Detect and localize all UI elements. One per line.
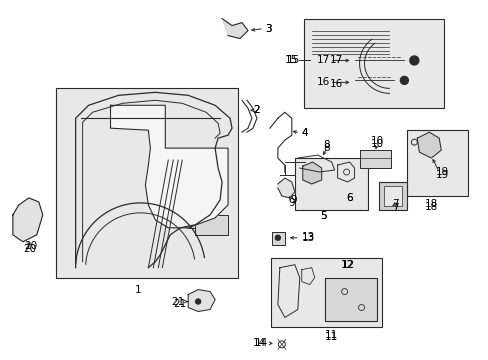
Text: 8: 8 <box>323 140 329 150</box>
Bar <box>195 215 227 235</box>
Polygon shape <box>277 178 294 198</box>
Bar <box>359 150 390 168</box>
Bar <box>56 88 238 278</box>
Text: 19: 19 <box>435 170 448 180</box>
Text: 14: 14 <box>254 338 267 348</box>
Text: 5: 5 <box>320 211 326 221</box>
Bar <box>186 205 215 228</box>
Text: 16: 16 <box>329 79 342 89</box>
Text: 16: 16 <box>316 77 329 87</box>
Polygon shape <box>13 198 42 242</box>
Polygon shape <box>222 19 247 39</box>
Text: 13: 13 <box>301 232 314 242</box>
Text: 6: 6 <box>345 193 352 203</box>
Bar <box>384 186 402 206</box>
Circle shape <box>195 299 200 304</box>
Bar <box>379 182 407 210</box>
Polygon shape <box>110 105 227 228</box>
Bar <box>407 130 467 196</box>
Circle shape <box>275 235 280 240</box>
Text: 18: 18 <box>424 202 437 212</box>
Text: 20: 20 <box>23 244 36 254</box>
Text: 17: 17 <box>329 55 342 66</box>
Text: 12: 12 <box>340 260 353 270</box>
Bar <box>271 232 285 245</box>
Text: 2: 2 <box>252 105 259 115</box>
Text: 15: 15 <box>286 55 299 66</box>
Bar <box>270 258 382 328</box>
Text: 10: 10 <box>370 139 383 149</box>
Text: 8: 8 <box>323 143 329 153</box>
Text: 11: 11 <box>325 332 338 342</box>
Text: 9: 9 <box>290 195 297 205</box>
Polygon shape <box>302 162 321 184</box>
Text: 1: 1 <box>135 284 142 294</box>
Text: 15: 15 <box>284 55 297 66</box>
Circle shape <box>400 76 407 84</box>
Text: 6: 6 <box>345 193 352 203</box>
Text: 7: 7 <box>391 203 398 213</box>
Text: 3: 3 <box>264 24 271 33</box>
Text: 5: 5 <box>320 211 326 221</box>
Text: 9: 9 <box>288 198 295 208</box>
Polygon shape <box>188 289 215 311</box>
Text: 11: 11 <box>325 330 338 341</box>
Text: 13: 13 <box>301 233 314 243</box>
Polygon shape <box>416 132 440 158</box>
Text: 7: 7 <box>391 199 398 209</box>
Text: 18: 18 <box>424 199 437 209</box>
Text: 21: 21 <box>171 297 184 306</box>
Bar <box>294 158 367 210</box>
Text: 21: 21 <box>173 298 186 309</box>
Bar <box>303 19 443 108</box>
Text: 3: 3 <box>264 24 271 33</box>
Text: 20: 20 <box>24 241 37 251</box>
Text: 19: 19 <box>435 167 448 177</box>
Text: 12: 12 <box>341 260 354 270</box>
Text: 4: 4 <box>301 128 308 138</box>
Text: 2: 2 <box>252 105 259 115</box>
Text: 14: 14 <box>252 338 265 348</box>
Text: 17: 17 <box>316 55 329 66</box>
Bar <box>324 278 377 321</box>
Circle shape <box>409 56 418 65</box>
Text: 4: 4 <box>301 128 308 138</box>
Text: 10: 10 <box>370 136 383 146</box>
